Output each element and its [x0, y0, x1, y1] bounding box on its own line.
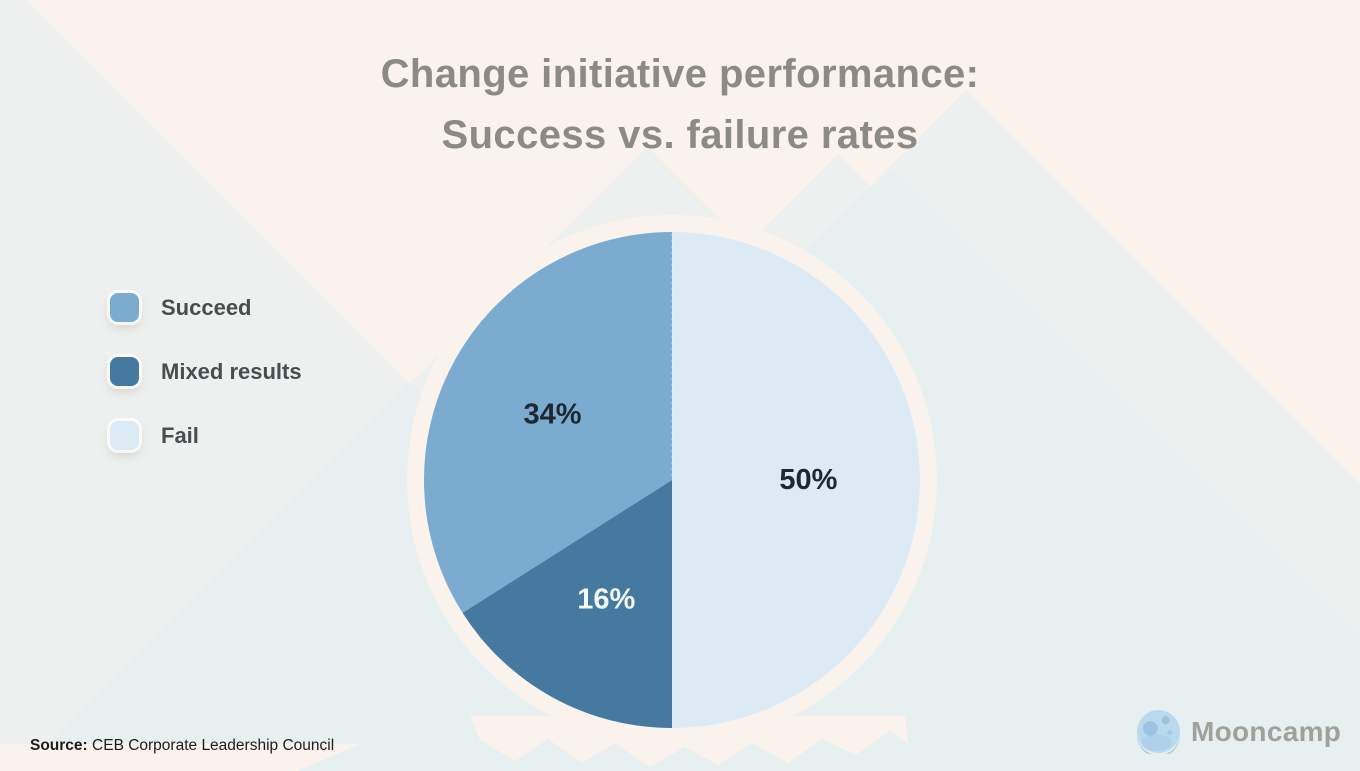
- pie-slice-label-fail: 50%: [779, 464, 837, 496]
- legend-item-fail: Fail: [110, 421, 302, 450]
- legend-label: Succeed: [161, 294, 252, 320]
- chart-title-line1: Change initiative performance:: [380, 52, 980, 96]
- ground-bottom-left: [0, 744, 360, 771]
- brand-name: Mooncamp: [1191, 715, 1342, 747]
- legend-label: Mixed results: [161, 358, 302, 384]
- legend-item-succeed: Succeed: [110, 293, 302, 322]
- brand-logo: Mooncamp: [1136, 709, 1341, 754]
- legend-label: Fail: [161, 422, 199, 448]
- pie-slice-label-succeed: 34%: [523, 398, 581, 430]
- pie-slice-mixed-results: [462, 480, 672, 728]
- pie-slice-label-mixed-results: 16%: [577, 584, 635, 616]
- legend-item-mixed-results: Mixed results: [110, 357, 302, 386]
- legend-swatch-fail: [110, 421, 139, 450]
- legend-swatch-mixed-results: [110, 357, 139, 386]
- pie-slice-fail: [672, 232, 920, 728]
- source-text: CEB Corporate Leadership Council: [92, 737, 335, 754]
- legend-swatch-succeed: [110, 293, 139, 322]
- chart-title-line2: Success vs. failure rates: [441, 113, 919, 157]
- chart-title: Change initiative performance: Success v…: [0, 44, 1360, 166]
- legend: Succeed Mixed results Fail: [110, 293, 302, 485]
- source-prefix: Source:: [30, 737, 88, 754]
- source-note: Source: CEB Corporate Leadership Council: [30, 737, 334, 755]
- pie-slice-succeed: [423, 232, 672, 613]
- valley-zigzag: [470, 716, 908, 767]
- moon-icon: [1137, 710, 1180, 754]
